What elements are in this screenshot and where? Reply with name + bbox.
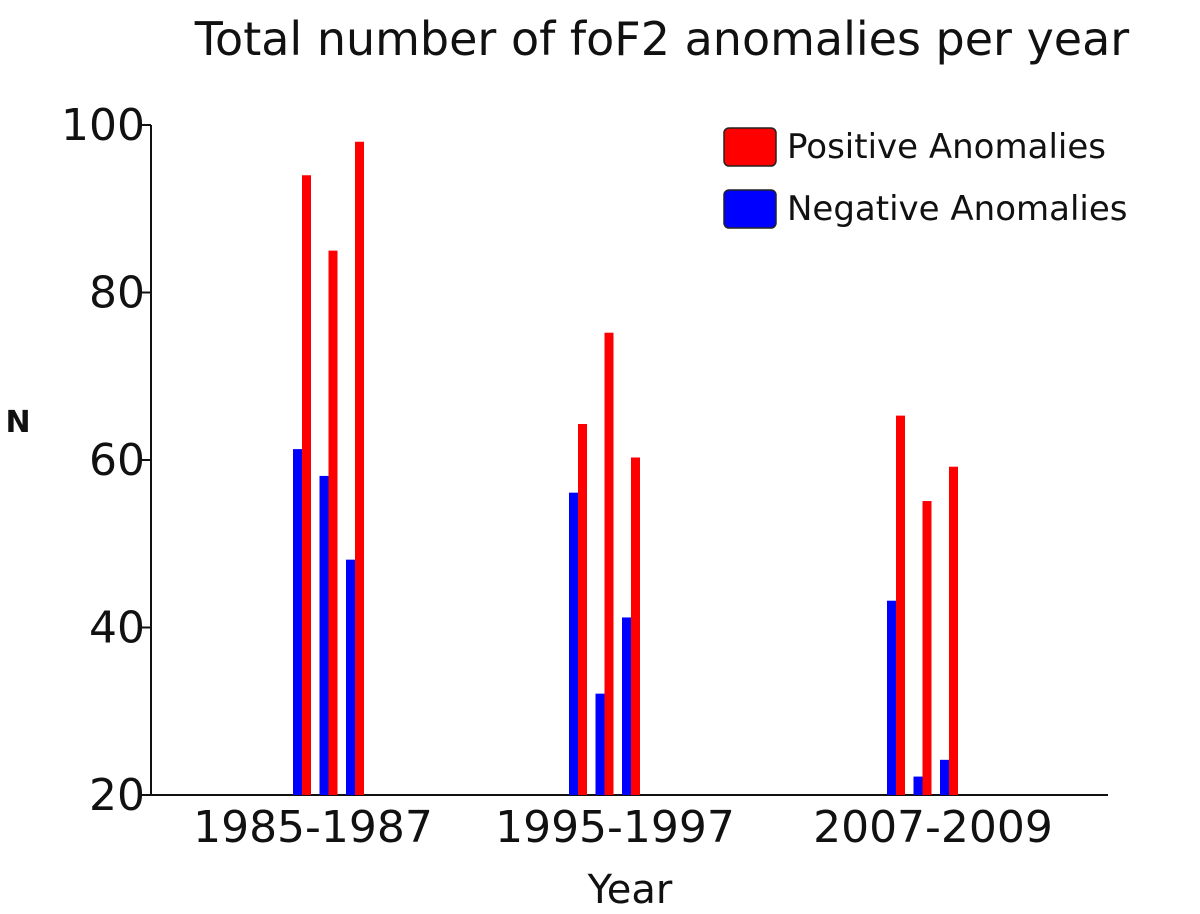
bar-negative <box>887 600 896 795</box>
y-tick-label: 80 <box>89 268 145 319</box>
y-tick-label: 40 <box>89 603 145 654</box>
bar-negative <box>595 693 605 795</box>
x-axis-label: Year <box>587 867 673 913</box>
legend-swatch <box>723 189 777 229</box>
bars <box>293 141 958 795</box>
y-axis-label: N <box>5 405 30 440</box>
bar-positive <box>922 501 932 795</box>
legend-label: Negative Anomalies <box>787 189 1127 229</box>
bar-positive <box>328 250 338 795</box>
y-tick-label: 20 <box>89 770 145 821</box>
y-ticks: 20 40 60 80 100 <box>61 100 151 821</box>
category-label: 2007-2009 <box>813 802 1053 853</box>
bar-positive <box>604 332 614 795</box>
bar-positive <box>949 466 958 795</box>
legend: Positive Anomalies Negative Anomalies <box>723 127 1127 229</box>
y-tick-label: 100 <box>61 100 145 151</box>
bar-positive <box>896 415 905 795</box>
bar-negative <box>293 449 302 795</box>
category-label: 1985-1987 <box>193 802 433 853</box>
bar-negative <box>569 492 578 795</box>
bar-positive <box>578 423 587 795</box>
bar-negative <box>346 559 355 795</box>
bar-negative <box>913 776 923 795</box>
bar-positive <box>302 175 311 795</box>
bar-positive <box>631 457 640 795</box>
legend-swatch <box>723 127 777 167</box>
legend-label: Positive Anomalies <box>787 127 1106 167</box>
category-labels: 1985-1987 1995-1997 2007-2009 <box>193 802 1053 853</box>
bar-positive <box>355 141 364 795</box>
chart-title: Total number of foF2 anomalies per year <box>194 12 1130 66</box>
bar-negative <box>319 475 329 795</box>
bar-negative <box>622 617 631 795</box>
bar-negative <box>940 759 949 795</box>
category-label: 1995-1997 <box>495 802 735 853</box>
y-tick-label: 60 <box>89 435 145 486</box>
